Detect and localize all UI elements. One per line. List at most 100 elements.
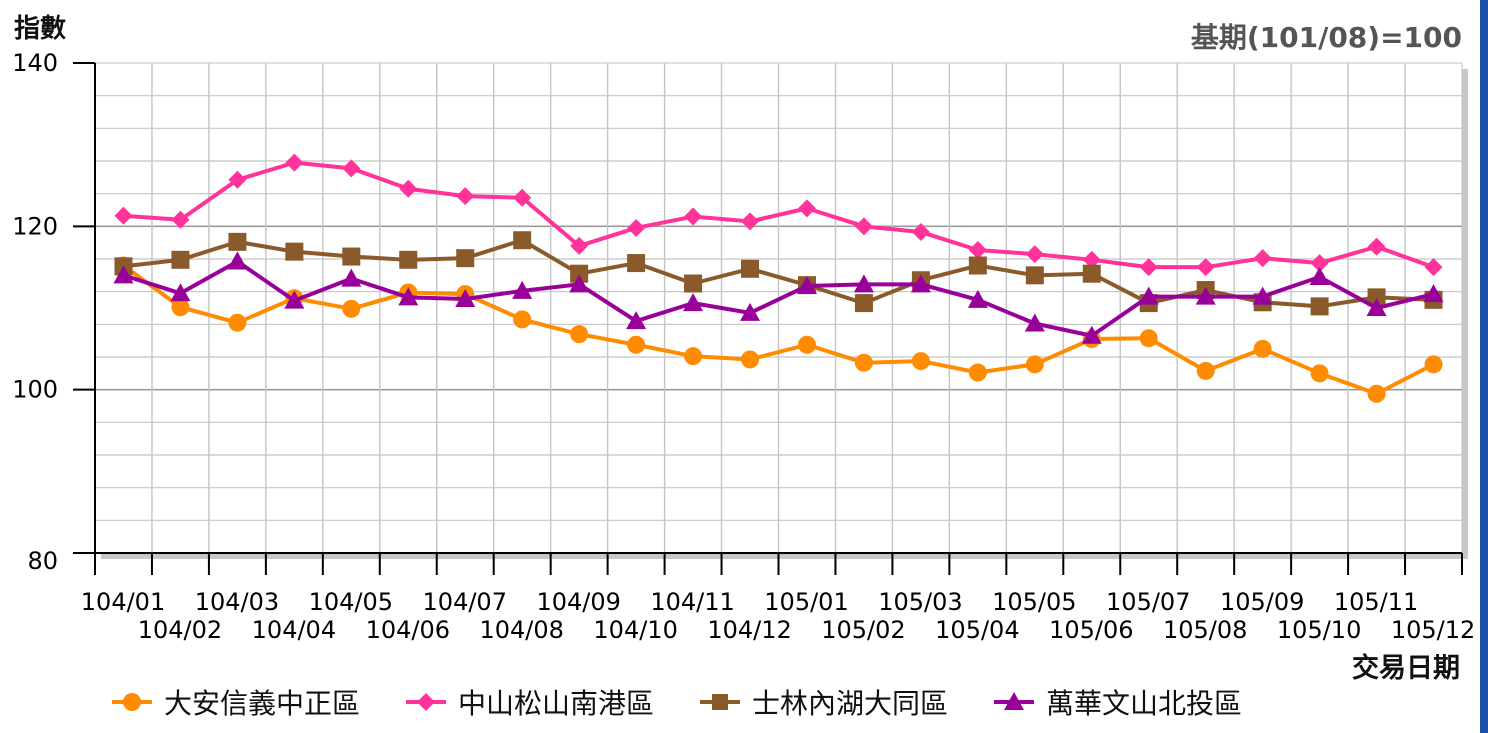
series-2-point — [968, 241, 987, 260]
series-2-point — [285, 153, 304, 172]
series-1-point — [1025, 355, 1044, 374]
series-1-point — [1424, 355, 1443, 374]
series-2-point — [1196, 258, 1215, 277]
x-tick-label: 104/07 — [423, 588, 507, 616]
legend-label: 士林內湖大同區 — [752, 687, 949, 720]
series-4-point — [113, 265, 134, 284]
series-2-point — [797, 199, 816, 218]
series-2-point — [513, 188, 532, 207]
series-4-point — [284, 290, 305, 309]
series-1-point — [1139, 329, 1158, 348]
series-2-point — [627, 218, 646, 237]
series-2-point — [171, 210, 190, 229]
series-3-point — [399, 250, 418, 269]
y-axis-title: 指數 — [14, 14, 67, 44]
x-tick-label: 104/05 — [309, 588, 393, 616]
series-line-2 — [123, 160, 1435, 270]
series-2-point — [741, 212, 760, 231]
series-4-point — [1423, 284, 1444, 303]
x-tick-label: 105/09 — [1220, 588, 1304, 616]
series-1-point — [797, 335, 816, 354]
legend-item-2: 中山松山南港區 — [404, 682, 654, 722]
x-tick-label: 104/03 — [195, 588, 279, 616]
legend-item-3: 士林內湖大同區 — [698, 682, 948, 722]
frame-border — [1480, 0, 1488, 733]
series-1-point — [854, 353, 873, 372]
x-tick-label: 105/04 — [935, 616, 1019, 644]
series-2-point — [911, 223, 930, 242]
series-1-point — [911, 352, 930, 371]
x-tick-label: 105/01 — [764, 588, 848, 616]
series-2-point — [1253, 249, 1272, 268]
series-2-point — [114, 206, 133, 225]
series-2-point — [1424, 258, 1443, 277]
x-tick-label: 105/10 — [1277, 616, 1361, 644]
series-3-point — [684, 274, 703, 293]
x-tick-label: 104/09 — [536, 588, 620, 616]
series-3-point — [968, 256, 987, 275]
plot-shadow-right — [1462, 69, 1468, 559]
x-tick-label: 104/01 — [81, 588, 165, 616]
series-3-point — [1367, 288, 1386, 307]
legend-item-4: 萬華文山北投區 — [992, 682, 1242, 722]
series-4-point — [853, 274, 874, 293]
series-4-point — [967, 289, 988, 308]
legend-label: 大安信義中正區 — [164, 687, 361, 720]
series-1-point — [342, 299, 361, 318]
series-4-point — [512, 280, 533, 299]
series-2-point — [1082, 250, 1101, 269]
series-3-point — [627, 254, 646, 273]
x-tick-label: 104/10 — [593, 616, 677, 644]
series-1-point — [684, 347, 703, 366]
series-2-point — [854, 217, 873, 236]
legend-symbol-square — [700, 694, 741, 710]
series-4-point — [227, 251, 248, 270]
x-tick-label: 105/11 — [1334, 588, 1418, 616]
series-1-point — [171, 298, 190, 317]
x-tick-label: 105/05 — [992, 588, 1076, 616]
series-4-point — [455, 289, 476, 308]
series-3-point — [570, 264, 589, 283]
x-tick-label: 105/08 — [1163, 616, 1247, 644]
x-tick-label: 105/07 — [1106, 588, 1190, 616]
series-1-point — [228, 313, 247, 332]
legend-symbol-triangle — [994, 692, 1035, 710]
y-tick-label: 140 — [12, 49, 58, 77]
y-tick-label: 80 — [27, 547, 58, 575]
series-3-point — [1082, 264, 1101, 283]
series-1-point — [968, 363, 987, 382]
x-tick-label: 104/11 — [650, 588, 734, 616]
series-2-point — [570, 236, 589, 255]
series-1-point — [627, 335, 646, 354]
series-4-point — [569, 274, 590, 293]
series-4-point — [740, 302, 761, 321]
series-4-point — [626, 311, 647, 330]
series-2-point — [684, 207, 703, 226]
series-3-point — [342, 247, 361, 266]
series-3-point — [1025, 266, 1044, 285]
series-1-point — [1253, 339, 1272, 358]
series-2-point — [1025, 245, 1044, 264]
series-4-point — [1081, 325, 1102, 344]
legend-symbol-circle — [112, 693, 152, 711]
series-4-point — [1138, 286, 1159, 305]
series-2-point — [228, 170, 247, 189]
series-4-point — [1252, 286, 1273, 305]
series-1-point — [1367, 384, 1386, 403]
series-1-point — [741, 350, 760, 369]
series-4-point — [1024, 313, 1045, 332]
series-2-point — [399, 179, 418, 198]
series-1-point — [513, 310, 532, 329]
series-3-point — [171, 250, 190, 269]
y-tick-label: 120 — [12, 212, 58, 240]
legend-symbol-diamond — [406, 693, 447, 711]
series-3-point — [741, 259, 760, 278]
series-line-1 — [122, 263, 1435, 396]
series-4-point — [796, 275, 817, 294]
series-4-point — [910, 274, 931, 293]
series-1-point — [1310, 364, 1329, 383]
series-3-point — [1310, 297, 1329, 316]
base-period-note: 基期(101/08)=100 — [1190, 21, 1462, 54]
